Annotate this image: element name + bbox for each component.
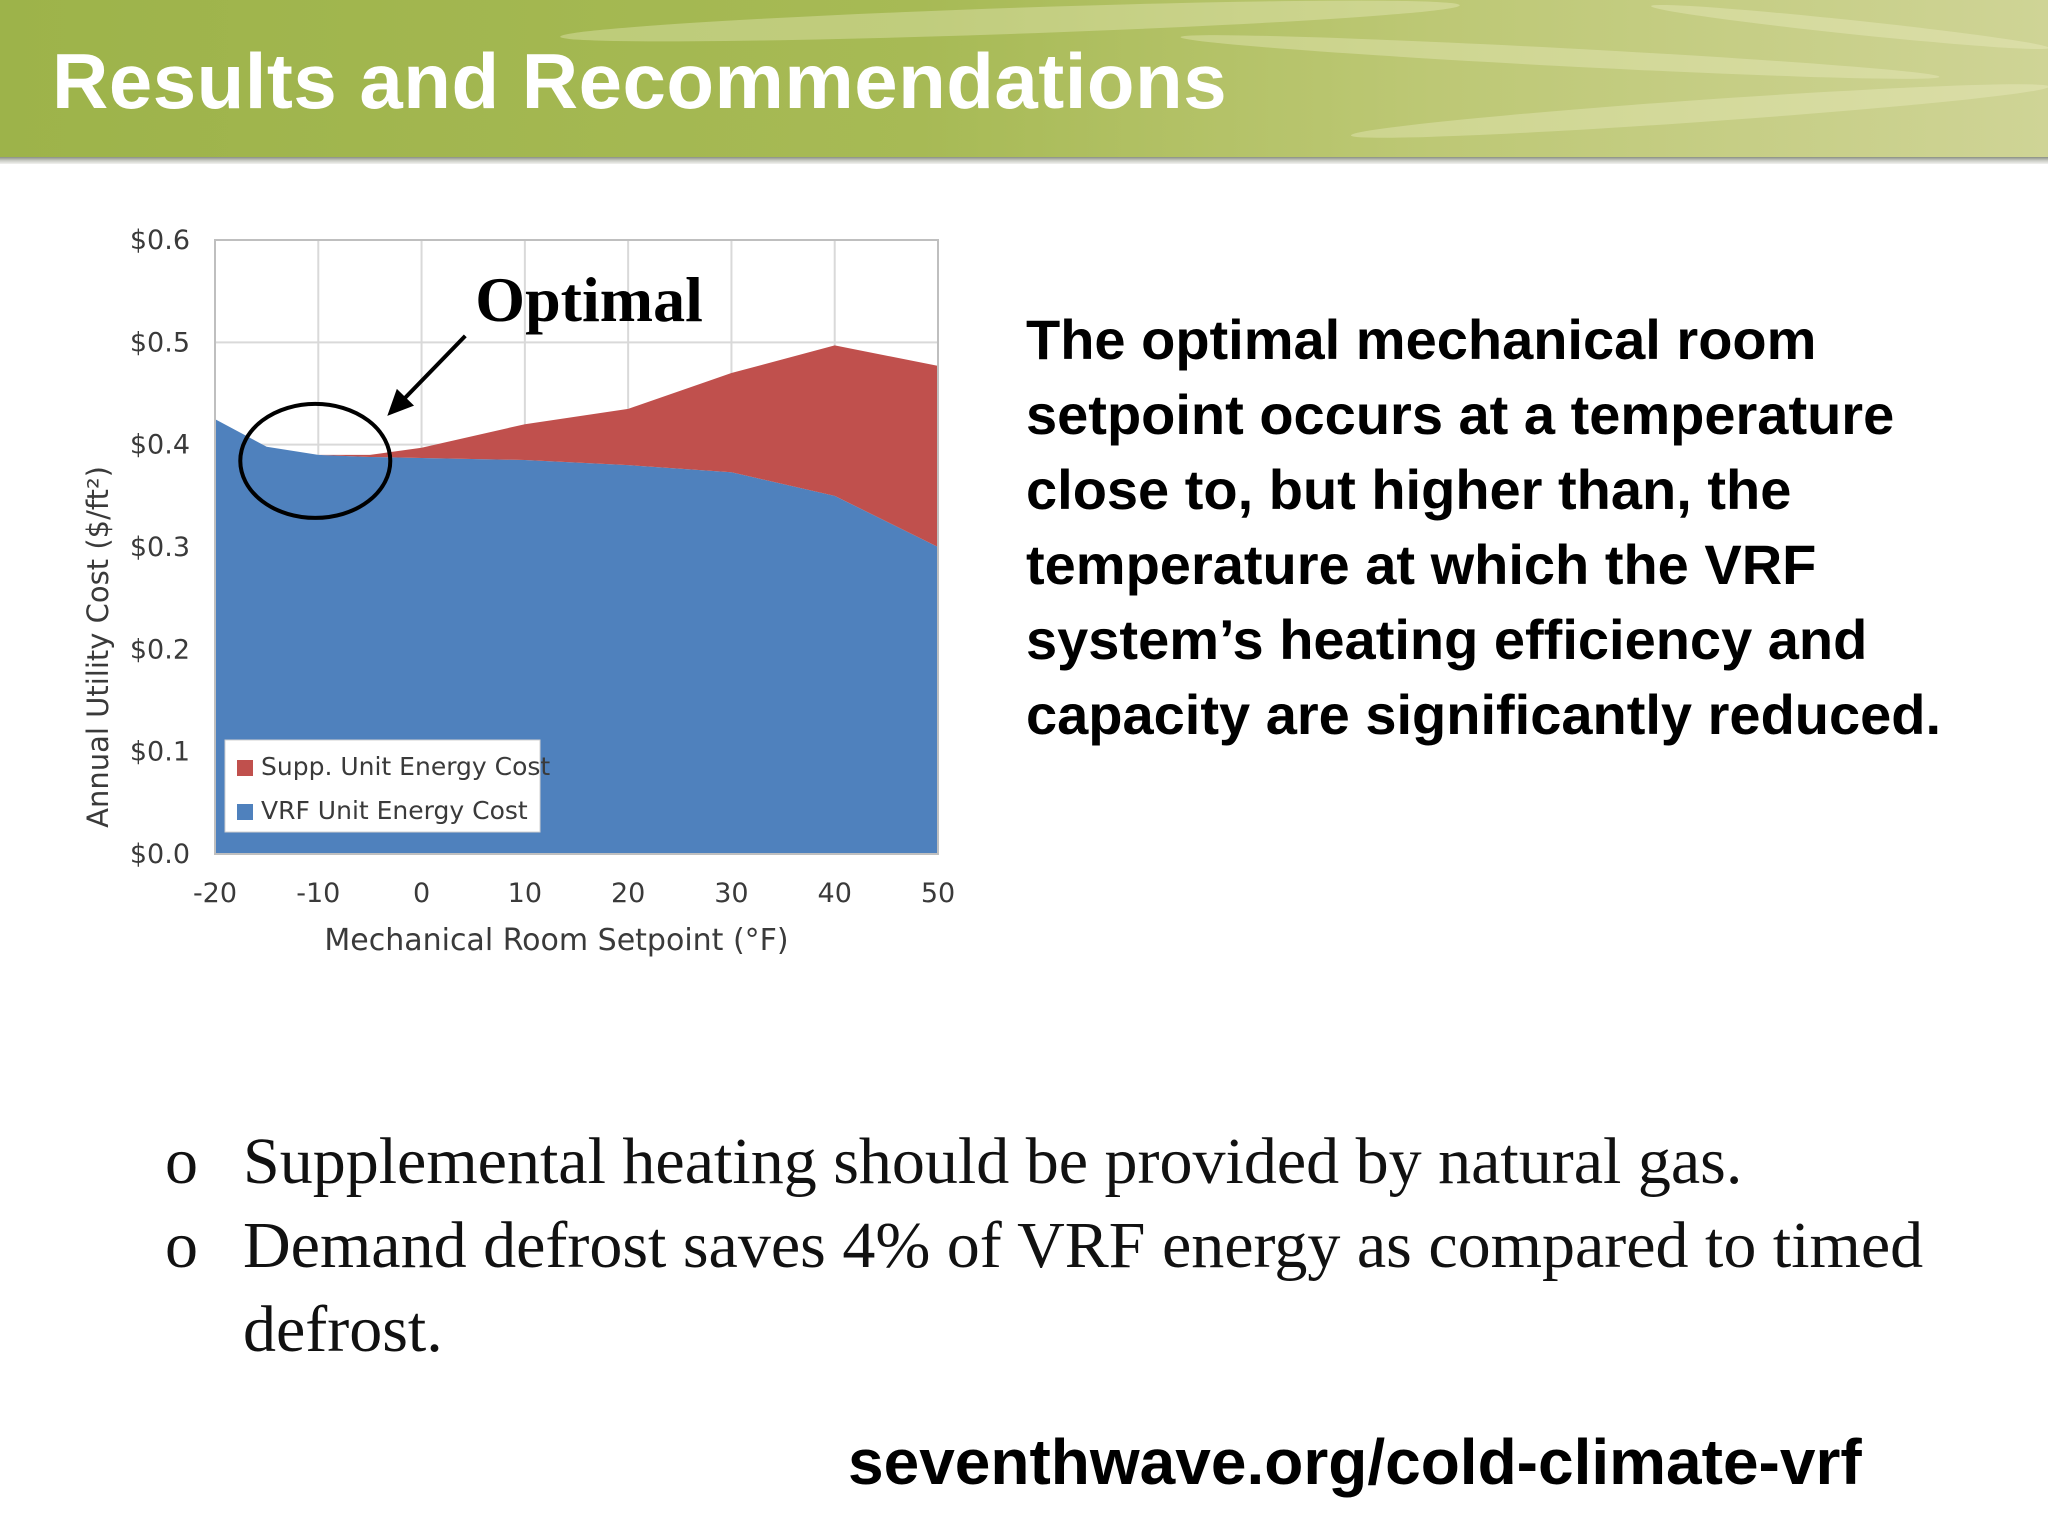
y-tick-labels: $0.0 $0.1 $0.2 $0.3 $0.4 $0.5 $0.6 <box>130 225 190 870</box>
y-tick-label: $0.3 <box>130 532 190 563</box>
description-text: The optimal mechanical room setpoint occ… <box>1026 308 1942 747</box>
optimal-annotation: Optimal <box>238 264 703 520</box>
list-item: o Supplemental heating should be provide… <box>165 1120 1945 1204</box>
bullet-text: Supplemental heating should be provided … <box>243 1125 1743 1198</box>
x-axis-label: Mechanical Room Setpoint (°F) <box>324 923 788 958</box>
header-divider <box>0 157 2048 164</box>
y-axis-label: Annual Utility Cost ($/ft²) <box>81 466 115 828</box>
x-tick-label: -10 <box>296 878 340 909</box>
optimal-arrowhead <box>387 388 415 416</box>
legend-box <box>224 739 541 833</box>
y-tick-label: $0.4 <box>130 430 190 461</box>
plot-border <box>214 239 939 855</box>
x-tick-label: -20 <box>193 878 237 909</box>
recommendation-list: o Supplemental heating should be provide… <box>165 1120 1945 1372</box>
bullet-marker: o <box>165 1209 198 1282</box>
x-tick-label: 50 <box>921 878 955 909</box>
optimal-label: Optimal <box>475 264 703 335</box>
chart-legend: Supp. Unit Energy Cost VRF Unit Energy Co… <box>224 739 550 833</box>
slide-header: Results and Recommendations <box>0 0 2048 157</box>
x-tick-label: 20 <box>611 878 645 909</box>
x-tick-label: 10 <box>508 878 542 909</box>
legend-swatch <box>237 804 253 820</box>
legend-label: Supp. Unit Energy Cost <box>261 752 550 781</box>
y-tick-label: $0.0 <box>130 839 190 870</box>
legend-label: VRF Unit Energy Cost <box>261 796 528 825</box>
bullet-text: Demand defrost saves 4% of VRF energy as… <box>243 1209 1924 1366</box>
slide-title: Results and Recommendations <box>52 37 1228 125</box>
y-tick-label: $0.1 <box>130 737 190 768</box>
legend-swatch <box>237 760 253 776</box>
cost-area-chart: $0.0 $0.1 $0.2 $0.3 $0.4 $0.5 $0.6 -20 -10 0 10 20… <box>81 225 955 958</box>
area-supp-unit-energy-cost <box>215 345 938 547</box>
optimal-ellipse <box>238 401 393 520</box>
list-item: o Demand defrost saves 4% of VRF energy … <box>165 1204 1945 1372</box>
y-tick-label: $0.2 <box>130 634 190 665</box>
y-tick-label: $0.6 <box>130 225 190 256</box>
footer-link[interactable]: seventhwave.org/cold-climate-vrf <box>848 1426 1862 1498</box>
optimal-arrow <box>395 334 467 408</box>
x-tick-labels: -20 -10 0 10 20 30 40 50 <box>193 878 955 909</box>
x-tick-label: 30 <box>714 878 748 909</box>
x-tick-label: 40 <box>818 878 852 909</box>
chart-frame <box>214 239 939 855</box>
y-tick-label: $0.5 <box>130 327 190 358</box>
x-tick-label: 0 <box>413 878 430 909</box>
bullet-marker: o <box>165 1125 198 1198</box>
